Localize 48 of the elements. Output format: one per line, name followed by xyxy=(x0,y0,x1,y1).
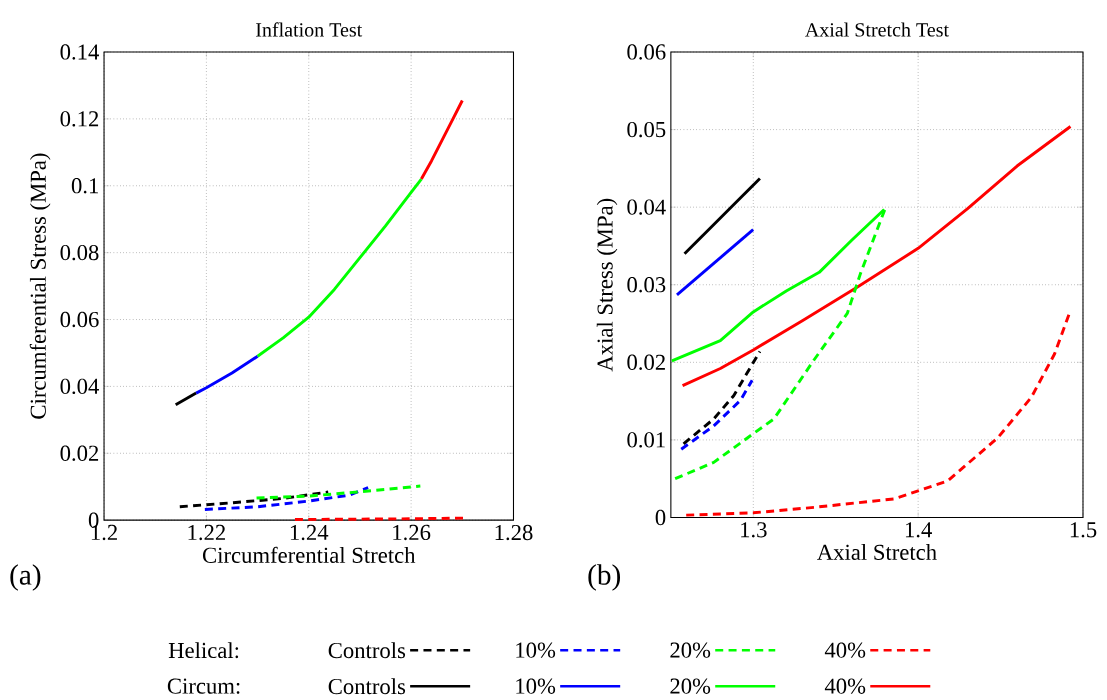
x-tick-label: 1.28 xyxy=(495,524,533,541)
y-tick-label: 0.04 xyxy=(627,199,666,215)
text: Helical: xyxy=(168,642,239,659)
x-tick-label: 1.3 xyxy=(741,522,767,538)
chart-title: Inflation Test xyxy=(256,22,363,37)
y-tick-label: 0.03 xyxy=(627,276,666,293)
y-tick-label: 0.04 xyxy=(60,378,99,394)
line-series xyxy=(194,354,260,395)
line-series xyxy=(682,349,762,446)
line-series xyxy=(681,124,1072,387)
line-series xyxy=(178,490,330,509)
legend-label: Controls xyxy=(328,678,406,695)
y-tick-label: 0 xyxy=(655,509,666,526)
x-tick-label: 1.26 xyxy=(393,524,431,541)
line-series xyxy=(255,484,422,500)
legend-label: Controls xyxy=(328,642,406,659)
x-axis-title: Circumferential Stretch xyxy=(202,546,416,563)
y-tick-label: 0.14 xyxy=(60,44,99,60)
y-tick-label: 0.02 xyxy=(627,354,665,370)
line-series xyxy=(419,98,464,181)
line-series xyxy=(679,378,754,451)
legend-label: 40% xyxy=(824,678,866,694)
text: Circum: xyxy=(167,678,240,694)
y-tick-label: 0.01 xyxy=(627,432,665,448)
x-tick-label: 1.5 xyxy=(1070,522,1097,538)
y-tick-label: 0.1 xyxy=(71,177,98,194)
chart-title: Axial Stretch Test xyxy=(805,22,949,37)
y-tick-label: 0.06 xyxy=(60,311,99,328)
y-tick-label: 0.06 xyxy=(627,44,666,60)
legend-label: 40% xyxy=(824,642,866,658)
y-tick-label: 0.12 xyxy=(60,111,99,127)
line-series xyxy=(203,486,370,511)
x-axis-title: Axial Stretch xyxy=(817,543,937,560)
x-tick-label: 1.4 xyxy=(905,522,932,538)
text: (b) xyxy=(588,564,621,591)
text: (a) xyxy=(10,564,41,591)
y-tick-label: 0.08 xyxy=(60,244,99,261)
y-tick-label: 0.02 xyxy=(60,445,99,461)
legend-label: 20% xyxy=(670,642,711,658)
legend-label: 10% xyxy=(516,678,556,694)
x-tick-label: 1.22 xyxy=(188,524,225,541)
legend-label: 20% xyxy=(670,678,711,694)
legend-label: 10% xyxy=(516,642,556,658)
y-axis-title: Axial Stress (MPa) xyxy=(596,198,618,372)
line-series xyxy=(256,177,423,358)
y-tick-label: 0.05 xyxy=(627,121,666,138)
x-tick-label: 1.24 xyxy=(290,524,329,541)
y-axis-title: Circumferential Stress (MPa) xyxy=(29,153,51,419)
